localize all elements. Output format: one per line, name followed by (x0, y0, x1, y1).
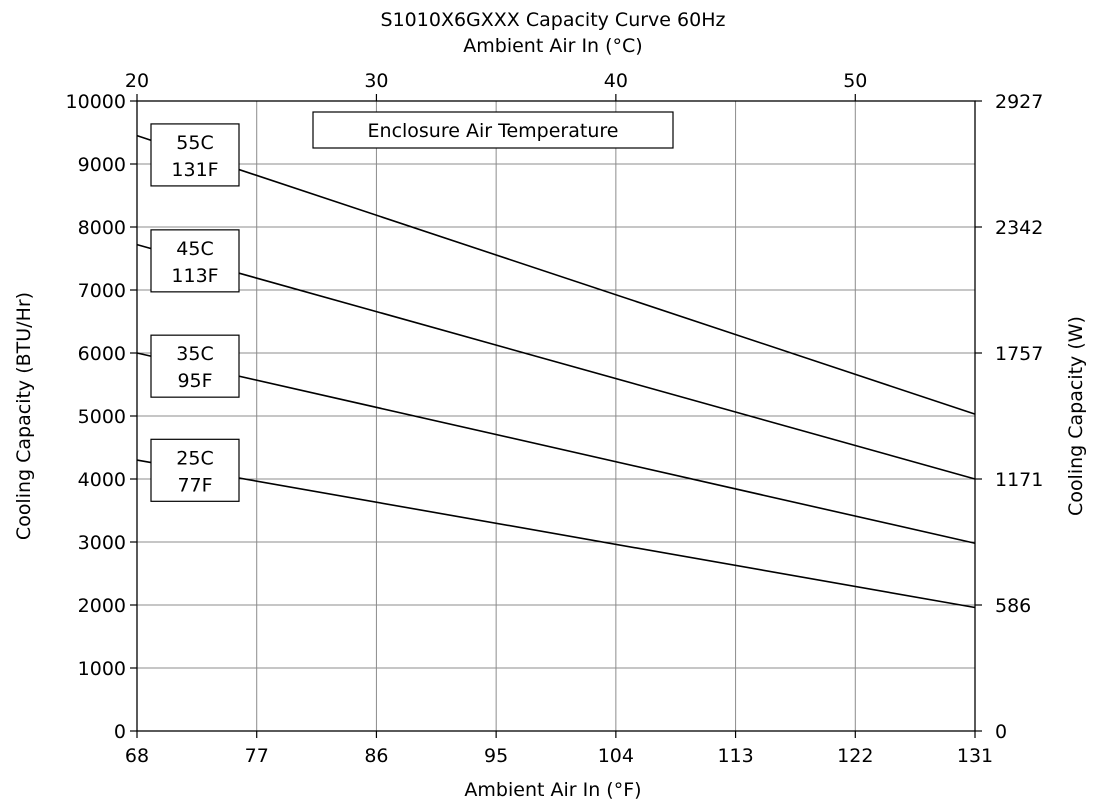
series-line (136, 352, 976, 545)
x-axis-title: Ambient Air In (°F) (464, 779, 641, 801)
right-tick-label: 2927 (995, 91, 1043, 113)
x-tick-label: 68 (125, 745, 149, 767)
y-tick-label: 5000 (78, 406, 126, 428)
series-label: 45C 113F (150, 229, 240, 293)
x-tick-label: 131 (957, 745, 993, 767)
series-label-fahrenheit: 95F (177, 370, 212, 392)
series-label-fahrenheit: 77F (177, 474, 212, 496)
x-tick-label: 104 (598, 745, 634, 767)
series-label-celsius: 45C (176, 238, 213, 260)
top-axis-title: Ambient Air In (°C) (463, 35, 642, 57)
series-line (136, 134, 976, 415)
right-tick-label: 1171 (995, 469, 1043, 491)
series-line (136, 459, 976, 609)
right-tick-label: 2342 (995, 217, 1043, 239)
series-label-celsius: 35C (176, 343, 213, 365)
x-tick-label: 122 (837, 745, 873, 767)
y-tick-label: 6000 (78, 343, 126, 365)
y-tick-label: 10000 (66, 91, 126, 113)
series-label-box (150, 334, 240, 398)
legend-title-frame (312, 111, 674, 149)
right-tick-label: 586 (995, 595, 1031, 617)
legend-title-box: Enclosure Air Temperature (312, 111, 674, 149)
series-label-box (150, 123, 240, 187)
x-tick-label: 113 (717, 745, 753, 767)
series-label-box (150, 229, 240, 293)
top-tick-label: 20 (125, 70, 149, 92)
y-tick-label: 2000 (78, 595, 126, 617)
x-tick-label: 95 (484, 745, 508, 767)
right-axis-title: Cooling Capacity (W) (1065, 316, 1087, 516)
series-label: 55C 131F (150, 123, 240, 187)
y-axis-title: Cooling Capacity (BTU/Hr) (13, 292, 35, 540)
y-tick-label: 9000 (78, 154, 126, 176)
series-lines (136, 134, 976, 609)
y-tick-label: 1000 (78, 658, 126, 680)
x-tick-label: 77 (245, 745, 269, 767)
y-tick-label: 8000 (78, 217, 126, 239)
y-tick-label: 4000 (78, 469, 126, 491)
legend-title: Enclosure Air Temperature (368, 120, 619, 142)
series-label-celsius: 25C (176, 447, 213, 469)
top-tick-label: 40 (604, 70, 628, 92)
series-label-celsius: 55C (176, 132, 213, 154)
y-tick-label: 0 (114, 721, 126, 743)
series-line (136, 243, 976, 480)
y-tick-label: 3000 (78, 532, 126, 554)
right-tick-label: 0 (995, 721, 1007, 743)
x-tick-label: 86 (364, 745, 388, 767)
right-tick-label: 1757 (995, 343, 1043, 365)
series-label-box (150, 438, 240, 502)
y-tick-label: 7000 (78, 280, 126, 302)
series-label-fahrenheit: 113F (171, 265, 218, 287)
series-label-fahrenheit: 131F (171, 159, 218, 181)
axis-ticks: 68 77 86 95 104 113 122 13101000200030004000500… (66, 70, 1044, 767)
top-tick-label: 30 (364, 70, 388, 92)
grid-lines (137, 101, 975, 731)
top-tick-label: 50 (843, 70, 867, 92)
chart-title: S1010X6GXXX Capacity Curve 60Hz (381, 9, 726, 31)
